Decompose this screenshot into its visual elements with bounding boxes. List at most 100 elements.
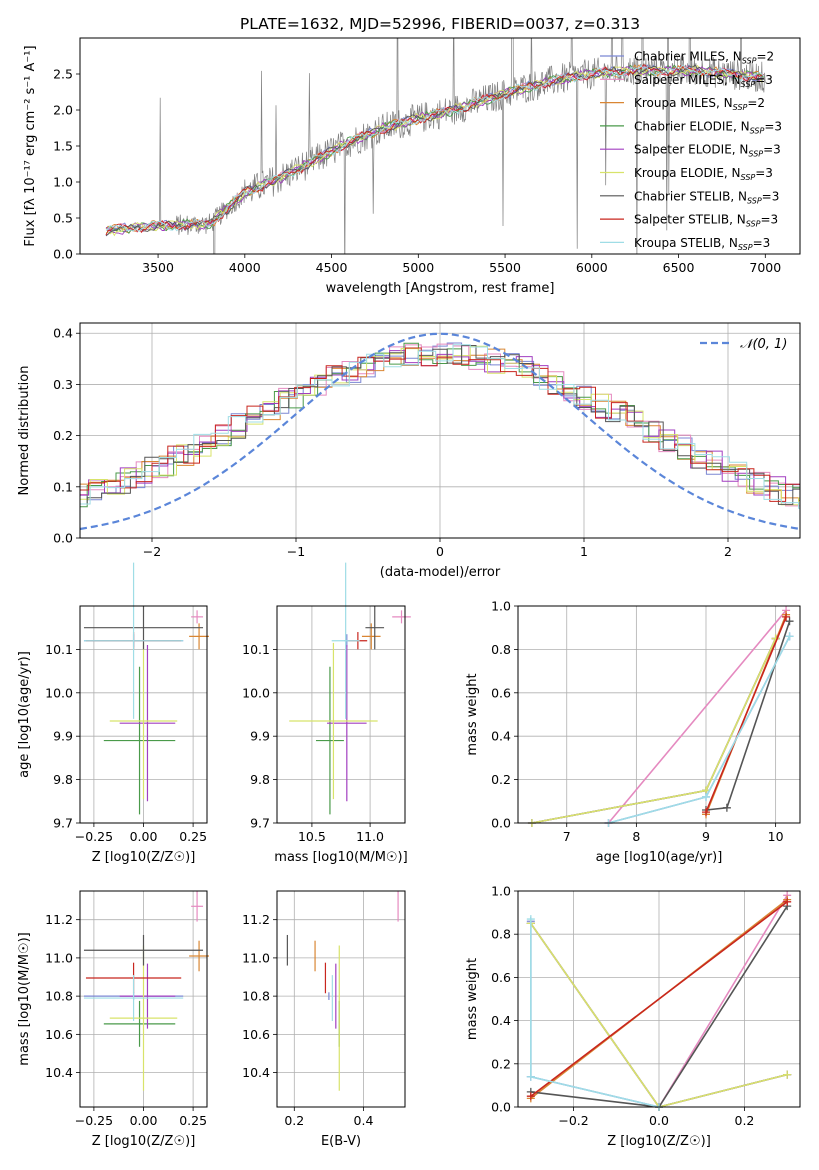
weight-marker-salpeter_stelib <box>702 808 710 817</box>
axes-frame <box>517 605 801 824</box>
legend-label: Chabrier ELODIE, NSSP=3 <box>634 119 782 135</box>
x-tick-label: 5500 <box>489 260 521 275</box>
x-tick-label: 0.00 <box>130 1113 158 1128</box>
y-tick-label: 0.0 <box>491 816 511 831</box>
weight-marker-salpeter_stelib <box>782 612 791 621</box>
axes-frame <box>79 37 801 255</box>
weight-marker-salpeter_stelib <box>783 897 792 906</box>
weight-line-chabrier_miles <box>608 636 791 824</box>
weight-marker-kroupa_elodie <box>783 1070 792 1079</box>
model-spectrum-chabrier_stelib <box>105 64 764 237</box>
y-tick-label: 0.4 <box>53 326 73 341</box>
weight-marker-salpeter_stelib <box>526 1092 535 1101</box>
panel-age_vs_mass: 10.5 11.0 9.7 9.8 9.9 10.0 10.1 mass [log10(M/M… <box>242 562 411 865</box>
y-tick-label: 0.2 <box>491 1056 511 1071</box>
x-tick-label: 10 <box>768 829 784 844</box>
x-tick-label: 0 <box>436 544 444 559</box>
y-tick-label: 0.6 <box>491 685 511 700</box>
x-tick-label: 4000 <box>229 260 261 275</box>
x-tick-label: 11.0 <box>356 829 384 844</box>
y-tick-label: 0.8 <box>491 927 511 942</box>
y-tick-label: 10.1 <box>45 642 73 657</box>
gaussian-curve <box>79 332 801 531</box>
axes-frame <box>517 890 801 1108</box>
weight-marker-kroupa_stelib <box>785 632 794 641</box>
weight-marker-kroupa_stelib <box>526 1072 535 1081</box>
y-tick-label: 0.2 <box>53 428 73 443</box>
x-tick-label: 7000 <box>749 260 781 275</box>
y-tick-label: 0.1 <box>53 479 73 494</box>
axes-frame <box>276 605 406 824</box>
x-tick-label: −0.25 <box>75 1113 113 1128</box>
histogram-chabrier_stelib <box>80 345 800 505</box>
y-tick-label: 2.5 <box>53 67 73 82</box>
y-tick-label: 9.8 <box>250 772 270 787</box>
x-tick-label: 5000 <box>402 260 434 275</box>
y-tick-label: 0.3 <box>53 377 73 392</box>
y-tick-label: 0.0 <box>53 531 73 546</box>
axes-frame <box>276 890 406 1108</box>
panel-residuals: −2 −1 0 1 2 0.0 0.1 0.2 0.3 0.4 (data-model)/error… <box>17 322 801 580</box>
panel-age_vs_Z: −0.25 0.00 0.25 9.7 9.8 9.9 10.0 10.1 Z [log10(Z… <box>17 562 209 865</box>
y-tick-label: 0.6 <box>491 970 511 985</box>
y-tick-label: 0.5 <box>53 211 73 226</box>
histogram-salpeter_stelib <box>80 347 800 502</box>
x-tick-label: 6500 <box>663 260 695 275</box>
x-tick-label: 0.25 <box>179 829 207 844</box>
panel-mass_vs_ebv: 0.2 0.4 10.4 10.6 10.8 11.0 11.2 E(B-V) <box>242 890 406 1149</box>
y-tick-label: 11.0 <box>45 950 73 965</box>
model-spectrum-salpeter_stelib <box>105 64 765 236</box>
y-tick-label: 10.8 <box>45 989 73 1004</box>
x-tick-label: 6000 <box>576 260 608 275</box>
x-tick-label: 4500 <box>316 260 348 275</box>
x-axis-label: E(B-V) <box>321 1134 361 1149</box>
weight-marker-kroupa_stelib <box>702 792 710 801</box>
axes-frame <box>79 605 208 824</box>
histogram-chabrier_miles <box>80 342 800 501</box>
legend-label: Salpeter ELODIE, NSSP=3 <box>634 143 781 159</box>
weight-marker-chabrier_stelib <box>722 803 731 812</box>
x-tick-label: −0.25 <box>75 829 113 844</box>
histogram-kroupa_miles <box>80 348 800 501</box>
y-tick-label: 1.0 <box>491 884 511 899</box>
x-tick-label: 10.5 <box>298 829 326 844</box>
panel-weight_vs_age: 7 8 9 10 0.0 0.2 0.4 0.6 0.8 1.0 age [log10(age/yr… <box>465 599 801 865</box>
x-tick-label: 0.4 <box>354 1113 374 1128</box>
y-tick-label: 9.8 <box>53 772 73 787</box>
histogram-salpeter_elodie <box>80 350 800 496</box>
panel-mass_vs_Z: −0.25 0.00 0.25 10.4 10.6 10.8 11.0 11.2 Z [log1… <box>17 890 209 1149</box>
x-tick-label: 8 <box>632 829 640 844</box>
y-tick-label: 0.0 <box>53 247 73 262</box>
y-tick-label: 10.6 <box>242 1027 270 1042</box>
weight-line-salpeter_miles <box>658 894 788 1108</box>
legend-label: Salpeter STELIB, NSSP=3 <box>634 213 778 229</box>
weight-line-salpeter_miles <box>607 609 787 824</box>
legend-label: Kroupa ELODIE, NSSP=3 <box>634 166 773 182</box>
x-axis-label: age [log10(age/yr)] <box>596 850 723 865</box>
histogram-salpeter_miles <box>80 343 800 507</box>
x-tick-label: 0.00 <box>130 829 158 844</box>
x-axis-label: wavelength [Angstrom, rest frame] <box>326 281 555 296</box>
y-tick-label: 10.0 <box>45 685 73 700</box>
x-axis-label: mass [log10(M/M☉)] <box>274 850 407 865</box>
figure-title: PLATE=1632, MJD=52996, FIBERID=0037, z=0… <box>240 15 640 33</box>
x-axis-label: Z [log10(Z/Z☉)] <box>607 1134 711 1149</box>
y-tick-label: 10.1 <box>242 642 270 657</box>
x-tick-label: −2 <box>143 544 161 559</box>
x-tick-label: 1 <box>580 544 588 559</box>
legend-label: Kroupa MILES, NSSP=2 <box>634 96 765 112</box>
x-axis-label: Z [log10(Z/Z☉)] <box>92 1134 196 1149</box>
x-tick-label: 0.25 <box>179 1113 207 1128</box>
y-tick-label: 9.9 <box>250 729 270 744</box>
y-tick-label: 11.2 <box>242 912 270 927</box>
x-tick-label: 3500 <box>142 260 174 275</box>
y-tick-label: 10.8 <box>242 989 270 1004</box>
y-tick-label: 0.0 <box>491 1100 511 1115</box>
axes-frame <box>79 890 208 1108</box>
y-axis-label: Normed distribution <box>17 366 32 496</box>
y-tick-label: 1.0 <box>491 599 511 614</box>
y-tick-label: 9.7 <box>53 816 73 831</box>
y-tick-label: 10.6 <box>45 1027 73 1042</box>
y-axis-label: age [log10(age/yr)] <box>17 651 32 778</box>
y-tick-label: 0.8 <box>491 642 511 657</box>
